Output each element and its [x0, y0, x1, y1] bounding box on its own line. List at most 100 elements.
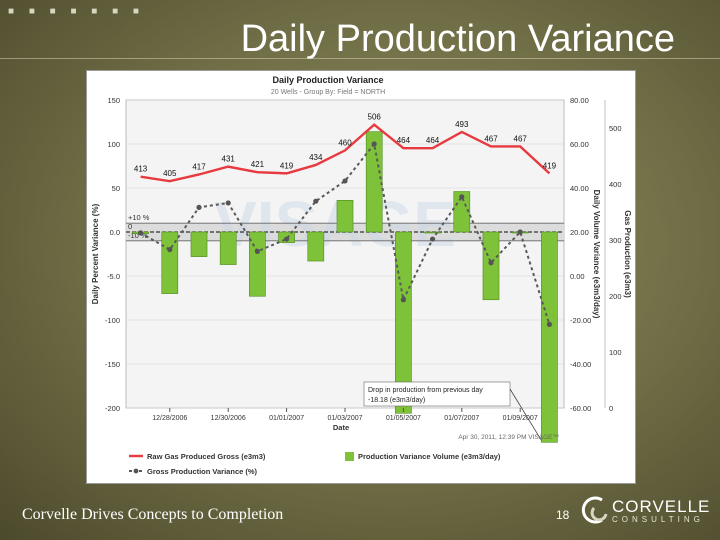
- logo-mark-icon: [581, 496, 608, 524]
- gross-variance-point: [488, 260, 494, 266]
- variance-bar: [161, 231, 179, 294]
- gross-variance-point: [342, 178, 348, 184]
- zero-band-label: 0: [128, 222, 132, 231]
- y-tick-right-volume: 80.00: [570, 96, 589, 105]
- y-tick-left: 150: [107, 96, 120, 105]
- gas-produced-label: 419: [280, 161, 294, 170]
- y-axis-title-right-gas: Gas Production (e3m3): [623, 210, 632, 298]
- variance-bar: [307, 231, 325, 262]
- gas-produced-label: 467: [484, 134, 498, 143]
- gas-produced-label: 506: [368, 113, 382, 122]
- x-tick-label: 01/05/2007: [386, 415, 421, 422]
- variance-bar: [190, 231, 208, 257]
- gross-variance-point: [167, 247, 173, 253]
- gross-variance-point: [138, 230, 144, 236]
- gas-produced-label: 431: [222, 155, 236, 164]
- x-tick-label: 12/30/2006: [211, 415, 246, 422]
- x-tick-label: 01/01/2007: [269, 415, 304, 422]
- variance-bar: [424, 231, 441, 234]
- chart-panel: Daily Production Variance 20 Wells - Grou…: [86, 70, 636, 484]
- gas-produced-label: 460: [338, 138, 352, 147]
- x-tick-label: 01/03/2007: [327, 415, 362, 422]
- gas-produced-label: 467: [514, 134, 528, 143]
- annotation-value: -18.18 (e3m3/day): [368, 397, 425, 404]
- title-divider: [0, 58, 720, 59]
- gas-produced-label: 464: [397, 136, 411, 145]
- y-axis-title-left: Daily Percent Variance (%): [91, 203, 100, 304]
- annotation-text: Drop in production from previous day: [368, 387, 483, 394]
- logo-wordmark: CORVELLE: [612, 497, 711, 516]
- y-tick-right-volume: 20.00: [570, 228, 589, 237]
- x-tick-label: 01/07/2007: [444, 415, 479, 422]
- y-tick-right-volume: -40.00: [570, 360, 591, 369]
- y-tick-right-volume: 40.00: [570, 184, 589, 193]
- gross-variance-point: [459, 194, 465, 200]
- y-tick-right-volume: 0.00: [570, 272, 585, 281]
- y-tick-right-volume: -60.00: [570, 404, 591, 413]
- gross-variance-point: [400, 297, 406, 303]
- y-tick-left: -150: [105, 360, 120, 369]
- y-tick-right-gas: 300: [609, 236, 622, 245]
- y-tick-left: 0.0: [110, 228, 120, 237]
- gas-produced-line: [140, 123, 551, 183]
- y-tick-right-gas: 100: [609, 348, 622, 357]
- logo-subtext: CONSULTING: [612, 515, 704, 524]
- gross-variance-point: [196, 204, 202, 210]
- chart-timestamp: Apr 30, 2011, 12:39 PM VISAGE™: [458, 434, 559, 441]
- chart-subtitle: 20 Wells - Group By: Field = NORTH: [271, 89, 385, 96]
- annotation-pointer: [509, 388, 542, 441]
- y-tick-left: -200: [105, 404, 120, 413]
- y-tick-right-gas: 500: [609, 124, 622, 133]
- corvelle-logo: CORVELLE CONSULTING: [580, 492, 710, 532]
- slide-decor-dots: ■ ■ ■ ■ ■ ■ ■: [8, 6, 145, 17]
- x-tick-label: 01/09/2007: [503, 415, 538, 422]
- legend-swatch-volume: [345, 452, 354, 461]
- lower-band-label: -10 %: [128, 231, 148, 240]
- slide-title: Daily Production Variance: [240, 18, 675, 60]
- gross-variance-point: [517, 229, 523, 235]
- gas-produced-label: 417: [192, 162, 206, 171]
- gas-produced-label: 405: [163, 169, 177, 178]
- gross-variance-point: [284, 236, 290, 242]
- footer-tagline: Corvelle Drives Concepts to Completion: [22, 506, 284, 523]
- variance-bar: [541, 231, 558, 443]
- y-tick-right-gas: 0: [609, 404, 613, 413]
- y-tick-left: -100: [105, 316, 120, 325]
- variance-bar: [336, 200, 354, 233]
- gas-produced-label: 413: [134, 165, 148, 174]
- y-tick-left: 100: [107, 140, 120, 149]
- annotation-box: [363, 381, 511, 407]
- gas-produced-label: 464: [426, 136, 440, 145]
- chart-title: Daily Production Variance: [272, 75, 383, 85]
- variance-bar: [453, 191, 471, 233]
- variance-bar: [482, 231, 500, 301]
- legend-marker-variance: [133, 468, 139, 474]
- y-tick-right-volume: 60.00: [570, 140, 589, 149]
- y-tick-right-gas: 400: [609, 180, 622, 189]
- legend-label-gas: Raw Gas Produced Gross (e3m3): [147, 452, 266, 461]
- variance-bar: [219, 231, 237, 265]
- gross-variance-point: [254, 248, 260, 254]
- gross-variance-point: [313, 198, 319, 204]
- variance-bar: [249, 231, 266, 297]
- y-tick-right-gas: 200: [609, 292, 622, 301]
- gas-produced-label: 419: [543, 161, 557, 170]
- page-number: 18: [556, 508, 570, 522]
- x-tick-label: 12/28/2006: [152, 415, 187, 422]
- legend-label-variance: Gross Production Variance (%): [147, 467, 258, 476]
- x-axis-title: Date: [333, 423, 349, 432]
- y-tick-left: -5.0: [107, 272, 120, 281]
- variance-bar: [365, 131, 383, 233]
- upper-band-label: +10 %: [128, 213, 150, 222]
- gross-variance-point: [430, 236, 436, 242]
- gross-variance-point: [546, 321, 552, 327]
- gas-produced-label: 421: [251, 160, 265, 169]
- gross-variance-point: [225, 200, 231, 206]
- y-tick-right-volume: -20.00: [570, 316, 591, 325]
- legend-label-volume: Production Variance Volume (e3m3/day): [358, 452, 501, 461]
- y-axis-title-right-volume: Daily Volume Variance (e3m3/day): [592, 190, 601, 319]
- gas-produced-label: 434: [309, 153, 323, 162]
- gas-produced-label: 493: [455, 120, 469, 129]
- production-variance-chart: Daily Production Variance 20 Wells - Grou…: [91, 75, 632, 476]
- y-tick-left: 50: [112, 184, 120, 193]
